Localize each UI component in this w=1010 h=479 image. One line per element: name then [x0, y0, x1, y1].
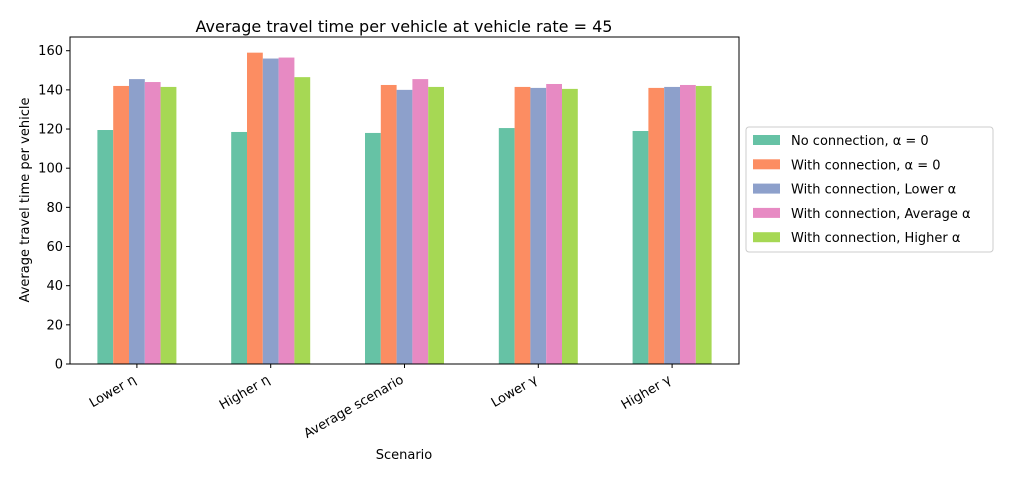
- x-axis-label: Scenario: [376, 448, 433, 463]
- bar-series-4-1: [144, 82, 161, 364]
- legend-swatch: [753, 183, 780, 194]
- legend-entry: No connection, α = 0: [791, 134, 929, 149]
- y-axis-label: Average travel time per vehicle: [18, 98, 33, 303]
- legend-swatch: [753, 207, 780, 218]
- y-tick-label: 100: [38, 162, 63, 177]
- bar-series-2-1: [113, 85, 129, 364]
- bar-series-3-5: [664, 86, 680, 365]
- bar-series-3-2: [262, 58, 279, 364]
- y-tick-label: 60: [46, 240, 63, 255]
- legend-entry: With connection, Higher α: [791, 231, 960, 246]
- y-tick-label: 120: [38, 123, 63, 138]
- bar-series-1-3: [365, 132, 381, 364]
- legend-box: [745, 126, 994, 253]
- bar-series-3-4: [530, 87, 547, 364]
- y-tick-label: 40: [46, 279, 63, 294]
- bar-series-4-2: [278, 57, 295, 365]
- bar-series-5-5: [695, 85, 712, 364]
- legend-swatch: [753, 159, 780, 170]
- x-tick-label: Lower γ: [489, 372, 541, 411]
- x-tick-label: Average scenario: [302, 372, 407, 441]
- x-tick-label: Lower η: [87, 372, 139, 411]
- bars-group: [97, 52, 712, 365]
- bar-series-2-3: [380, 84, 397, 364]
- bar-series-3-1: [129, 79, 145, 364]
- bar-series-5-2: [294, 77, 311, 364]
- bar-series-5-3: [428, 86, 444, 365]
- legend-entry: With connection, Lower α: [791, 183, 956, 198]
- bar-series-3-3: [396, 89, 413, 365]
- bar-series-5-4: [562, 88, 578, 364]
- bar-series-2-4: [514, 86, 531, 365]
- bar-series-2-2: [247, 52, 263, 364]
- legend-entry: With connection, Average α: [791, 207, 971, 222]
- chart-title: Average travel time per vehicle at vehic…: [196, 17, 613, 36]
- bar-series-4-4: [546, 83, 562, 365]
- y-tick-label: 20: [46, 318, 63, 333]
- y-axis: 0 20 40 60 80 100 120 140 160: [38, 44, 70, 373]
- bar-series-1-2: [231, 131, 247, 364]
- bar-series-2-5: [648, 87, 665, 364]
- bar-series-4-3: [412, 79, 429, 364]
- bar-series-4-5: [680, 84, 696, 364]
- x-tick-label: Higher γ: [619, 372, 674, 413]
- bar-series-1-5: [632, 130, 649, 364]
- y-tick-label: 160: [38, 44, 63, 59]
- plot-frame: [69, 36, 740, 365]
- bar-series-1-4: [498, 128, 515, 364]
- y-tick-label: 0: [55, 358, 63, 373]
- bar-series-5-1: [160, 86, 177, 365]
- x-tick-label: Higher η: [217, 372, 273, 413]
- legend: No connection, α = 0 With connection, α =…: [745, 126, 994, 253]
- legend-entry: With connection, α = 0: [791, 158, 941, 173]
- y-tick-label: 80: [46, 201, 63, 216]
- x-axis: Lower η Higher η Average scenario Lower γ Hi…: [87, 364, 674, 442]
- bar-series-1-1: [97, 130, 114, 364]
- legend-swatch: [753, 135, 780, 145]
- legend-swatch: [753, 232, 780, 243]
- y-tick-label: 140: [38, 83, 63, 98]
